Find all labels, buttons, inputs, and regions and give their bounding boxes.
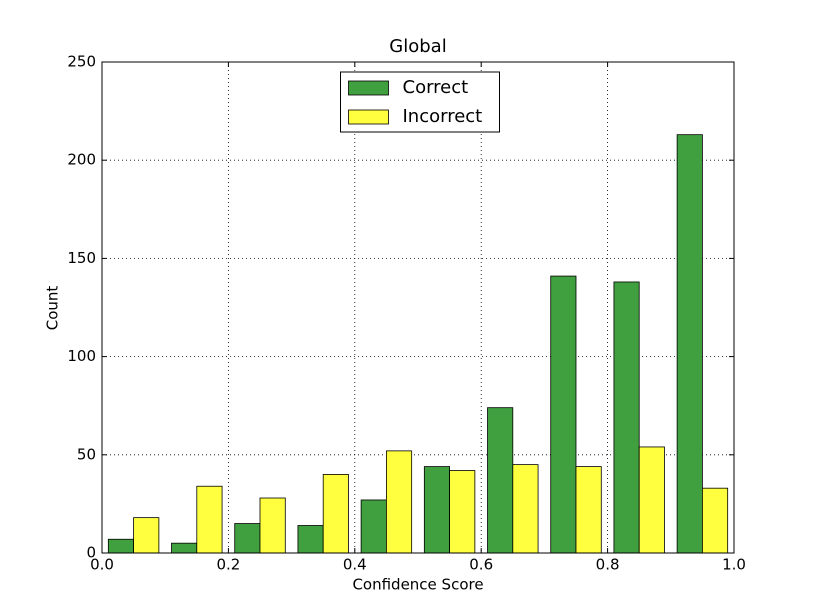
y-axis-label: Count [44, 286, 62, 331]
y-tick-label: 150 [67, 249, 96, 267]
y-tick-label: 100 [67, 347, 96, 365]
bar [385, 450, 413, 554]
bar [575, 466, 602, 554]
bar [423, 466, 451, 554]
x-tick-label: 0.4 [343, 556, 367, 574]
bar [196, 485, 223, 554]
bar [297, 525, 324, 554]
legend-swatch [348, 109, 389, 125]
bar [638, 446, 665, 554]
bar [702, 487, 729, 554]
bar [449, 470, 476, 554]
x-axis-label: Confidence Score [352, 576, 483, 594]
bar [133, 517, 160, 554]
bar [259, 497, 286, 554]
y-tick-label: 250 [67, 53, 96, 71]
bar [234, 523, 261, 554]
x-tick-label: 0.6 [469, 556, 493, 574]
bar [171, 542, 198, 554]
legend: Correct Incorrect [340, 71, 500, 133]
y-tick-label: 0 [86, 544, 96, 562]
chart-title: Global [389, 36, 446, 57]
bar [487, 407, 514, 554]
legend-swatch [348, 80, 389, 96]
x-tick-label: 0.8 [596, 556, 620, 574]
plot-frame [101, 61, 735, 554]
legend-label: Correct [403, 77, 469, 98]
bar [512, 464, 539, 554]
legend-label: Incorrect [403, 106, 483, 127]
x-tick-label: 1.0 [722, 556, 746, 574]
bar [550, 275, 577, 554]
x-tick-label: 0.0 [90, 556, 114, 574]
bar [107, 538, 135, 554]
bar [676, 134, 703, 554]
x-tick-label: 0.2 [216, 556, 240, 574]
bar [613, 281, 640, 554]
y-tick-label: 200 [67, 151, 96, 169]
y-tick-label: 50 [77, 445, 96, 463]
bar [360, 499, 387, 554]
bar [322, 474, 349, 554]
